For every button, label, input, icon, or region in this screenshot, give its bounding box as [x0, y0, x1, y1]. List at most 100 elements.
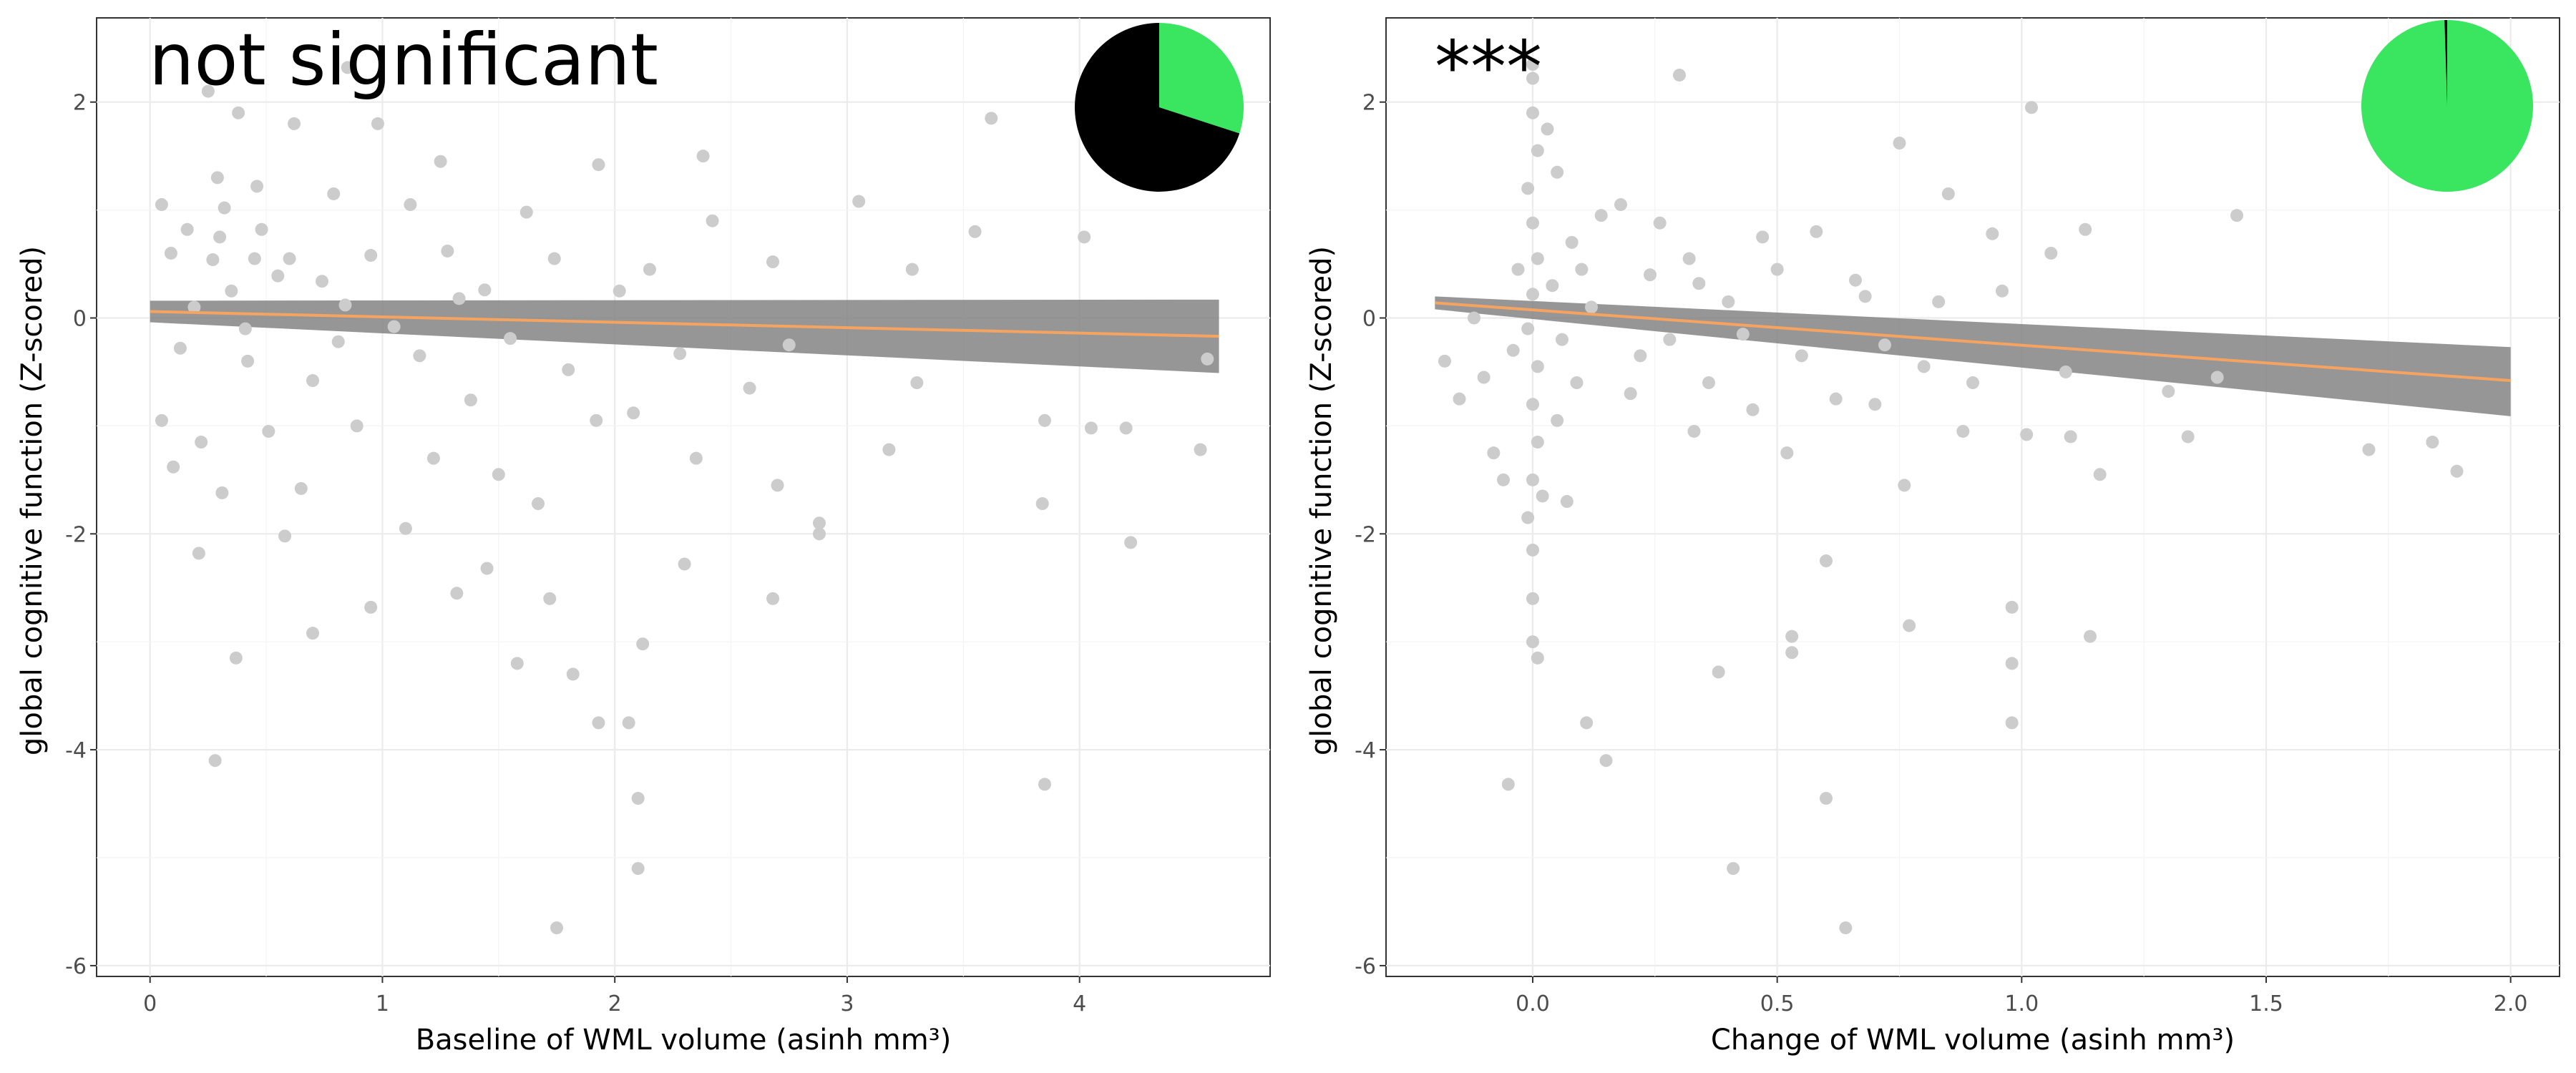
data-point	[213, 230, 227, 244]
confidence-band	[1435, 296, 2511, 416]
pie-slice	[1159, 23, 1244, 134]
panel-baseline-points	[155, 61, 1214, 935]
data-point	[622, 716, 635, 730]
data-point	[1722, 295, 1735, 308]
panel-change-grid	[1386, 18, 2560, 976]
data-point	[968, 225, 982, 238]
data-point	[450, 587, 464, 600]
data-point	[590, 413, 603, 427]
data-point	[689, 451, 703, 465]
data-point	[1560, 495, 1574, 509]
data-point	[2084, 629, 2097, 643]
data-point	[631, 862, 645, 876]
data-point	[1201, 352, 1214, 366]
data-point	[1521, 322, 1535, 335]
data-point	[743, 381, 756, 395]
data-point	[434, 155, 447, 168]
data-point	[1035, 497, 1049, 511]
data-point	[1878, 338, 1891, 352]
data-point	[271, 269, 285, 283]
data-point	[306, 627, 320, 640]
data-point	[1756, 230, 1770, 244]
data-point	[1966, 376, 1979, 390]
data-point	[404, 198, 417, 212]
data-point	[1526, 543, 1539, 557]
data-point	[1712, 665, 1725, 679]
x-tick-label: 2.0	[2494, 991, 2528, 1016]
data-point	[1956, 424, 1970, 438]
y-tick-label: -2	[1355, 522, 1376, 547]
data-point	[1917, 360, 1931, 373]
data-point	[1438, 354, 1451, 368]
data-point	[1570, 376, 1584, 390]
y-tick-label: -6	[65, 954, 87, 979]
data-point	[1453, 392, 1466, 406]
pie-slice	[2361, 20, 2534, 192]
data-point	[1996, 284, 2009, 298]
data-point	[187, 300, 201, 314]
data-point	[1078, 230, 1091, 244]
data-point	[1084, 421, 1098, 435]
y-tick-label: -2	[65, 522, 87, 547]
data-point	[782, 338, 796, 352]
data-point	[248, 252, 261, 265]
panel-baseline: 0 1 2 3 4 -6 -4 -2 0 2 not significant Baseline o…	[16, 17, 1271, 1057]
panel-baseline-ticks: 0 1 2 3 4 -6 -4 -2 0 2	[65, 91, 1086, 1016]
data-point	[288, 117, 301, 130]
fit-line	[150, 310, 1219, 338]
data-point	[1565, 235, 1579, 249]
panel-baseline-y-axis-title: global cognitive function (Z-scored)	[16, 246, 49, 755]
data-point	[1531, 436, 1544, 449]
panel-change-y-axis-title: global cognitive function (Z-scored)	[1305, 246, 1338, 755]
y-tick-label: 0	[73, 307, 87, 332]
panel-baseline-border	[96, 17, 1271, 977]
data-point	[215, 486, 229, 499]
data-point	[592, 716, 605, 730]
data-point	[631, 792, 645, 805]
data-point	[1692, 277, 1706, 290]
data-point	[1526, 72, 1539, 85]
data-point	[232, 106, 245, 119]
data-point	[1795, 349, 1808, 363]
y-tick-label: -4	[1355, 738, 1376, 763]
data-point	[696, 150, 710, 163]
data-point	[1526, 216, 1539, 230]
data-point	[238, 322, 252, 335]
data-point	[350, 419, 364, 433]
data-point	[1785, 646, 1799, 660]
data-point	[1839, 921, 1853, 935]
data-point	[1531, 360, 1544, 373]
x-tick-label: 0	[143, 991, 157, 1016]
data-point	[771, 479, 784, 492]
data-point	[1653, 216, 1667, 230]
data-point	[1556, 333, 1568, 346]
data-point	[985, 112, 998, 125]
data-point	[2181, 430, 2195, 444]
y-tick-label: 2	[73, 91, 87, 116]
data-point	[208, 754, 222, 768]
data-point	[1506, 343, 1520, 357]
data-point	[1526, 288, 1539, 301]
data-point	[1932, 295, 1946, 308]
panel-change-points	[1438, 57, 2464, 935]
data-point	[550, 921, 564, 935]
data-point	[1687, 424, 1701, 438]
data-point	[1849, 273, 1862, 287]
data-point	[1526, 398, 1539, 411]
data-point	[543, 592, 557, 605]
data-point	[283, 252, 296, 265]
data-point	[852, 195, 866, 208]
data-point	[532, 497, 545, 511]
data-point	[306, 374, 320, 388]
data-point	[519, 205, 533, 219]
data-point	[1497, 473, 1510, 486]
data-point	[1531, 144, 1544, 157]
x-tick-label: 1	[376, 991, 389, 1016]
pie-slice	[2444, 20, 2447, 106]
panel-change: 0.0 0.5 1.0 1.5 2.0 -6 -4 -2 0 2 *** Change of WM…	[1305, 17, 2560, 1057]
data-point	[464, 393, 477, 407]
data-point	[201, 84, 215, 98]
data-point	[1531, 651, 1544, 665]
data-point	[2093, 468, 2107, 481]
data-point	[1194, 443, 1207, 456]
